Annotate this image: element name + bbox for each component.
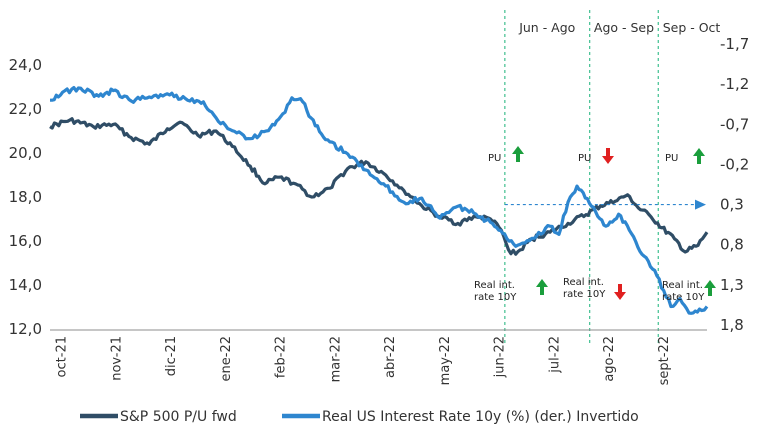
x-tick-label: mar-22 xyxy=(328,336,343,382)
series-lines xyxy=(50,88,707,314)
x-tick-label: oct-21 xyxy=(55,336,70,377)
legend-label: S&P 500 P/U fwd xyxy=(120,409,237,425)
rate-arrow-down xyxy=(614,284,626,300)
y-left-tick-label: 12,0 xyxy=(9,320,42,338)
legend-label: Real US Interest Rate 10y (%) (der.) Inv… xyxy=(322,409,639,425)
rate-arrow-up xyxy=(704,280,716,296)
reference-arrowhead xyxy=(695,200,706,210)
rate-label: rate 10Y xyxy=(662,292,705,303)
pu-label: PU xyxy=(488,153,501,164)
x-tick-label: nov-21 xyxy=(109,336,124,381)
x-tick-label: feb-22 xyxy=(274,336,289,378)
period-label: Jun - Ago xyxy=(518,20,575,35)
period-label: Sep - Oct xyxy=(663,20,721,35)
y-left-tick-label: 20,0 xyxy=(9,144,42,162)
pu-label: PU xyxy=(578,153,591,164)
x-tick-label: sept-22 xyxy=(657,336,672,385)
y-left-tick-label: 18,0 xyxy=(9,188,42,206)
y-right-tick-label: -1,7 xyxy=(720,35,749,53)
y-right-tick-label: 0,3 xyxy=(720,196,744,214)
pu-arrow-up xyxy=(693,148,705,164)
pu-arrow-up xyxy=(512,146,524,162)
y-left-tick-label: 24,0 xyxy=(9,56,42,74)
period-label: Ago - Sep xyxy=(594,20,654,35)
rate-arrow-up xyxy=(536,279,548,295)
y-right-tick-label: 1,3 xyxy=(720,276,744,294)
y-left-tick-label: 14,0 xyxy=(9,276,42,294)
y-right-tick-label: 0,8 xyxy=(720,236,744,254)
x-tick-label: may-22 xyxy=(438,336,453,385)
y-left-tick-label: 22,0 xyxy=(9,100,42,118)
rate-label: Real int. xyxy=(474,280,515,291)
y-right-tick-label: 1,8 xyxy=(720,316,744,334)
pu-label: PU xyxy=(665,153,678,164)
y-right-tick-label: -0,2 xyxy=(720,155,749,173)
x-tick-label: ago-22 xyxy=(602,336,617,382)
x-tick-label: jun-22 xyxy=(493,336,508,378)
x-tick-label: ene-22 xyxy=(219,336,234,381)
axes: oct-21 nov-21 dic-21 ene-22 feb-22 mar-22 abr-… xyxy=(9,35,750,385)
y-right-tick-label: -1,2 xyxy=(720,75,749,93)
rate-label: rate 10Y xyxy=(474,292,517,303)
rate-label: Real int. xyxy=(662,280,703,291)
x-tick-label: abr-22 xyxy=(383,336,398,378)
x-tick-label: dic-21 xyxy=(164,336,179,376)
rate-label: Real int. xyxy=(563,277,604,288)
chart: Jun - Ago Ago - Sep Sep - Oct PU PU PU Real i… xyxy=(0,0,770,435)
x-tick-label: jul-22 xyxy=(547,336,562,374)
series-line-real-rate xyxy=(50,88,707,314)
series-line-sp500 xyxy=(50,119,707,255)
y-left-tick-label: 16,0 xyxy=(9,232,42,250)
legend: S&P 500 P/U fwd Real US Interest Rate 10y… xyxy=(80,409,639,425)
y-right-tick-label: -0,7 xyxy=(720,115,749,133)
pu-arrow-down xyxy=(602,148,614,164)
rate-label: rate 10Y xyxy=(563,289,606,300)
